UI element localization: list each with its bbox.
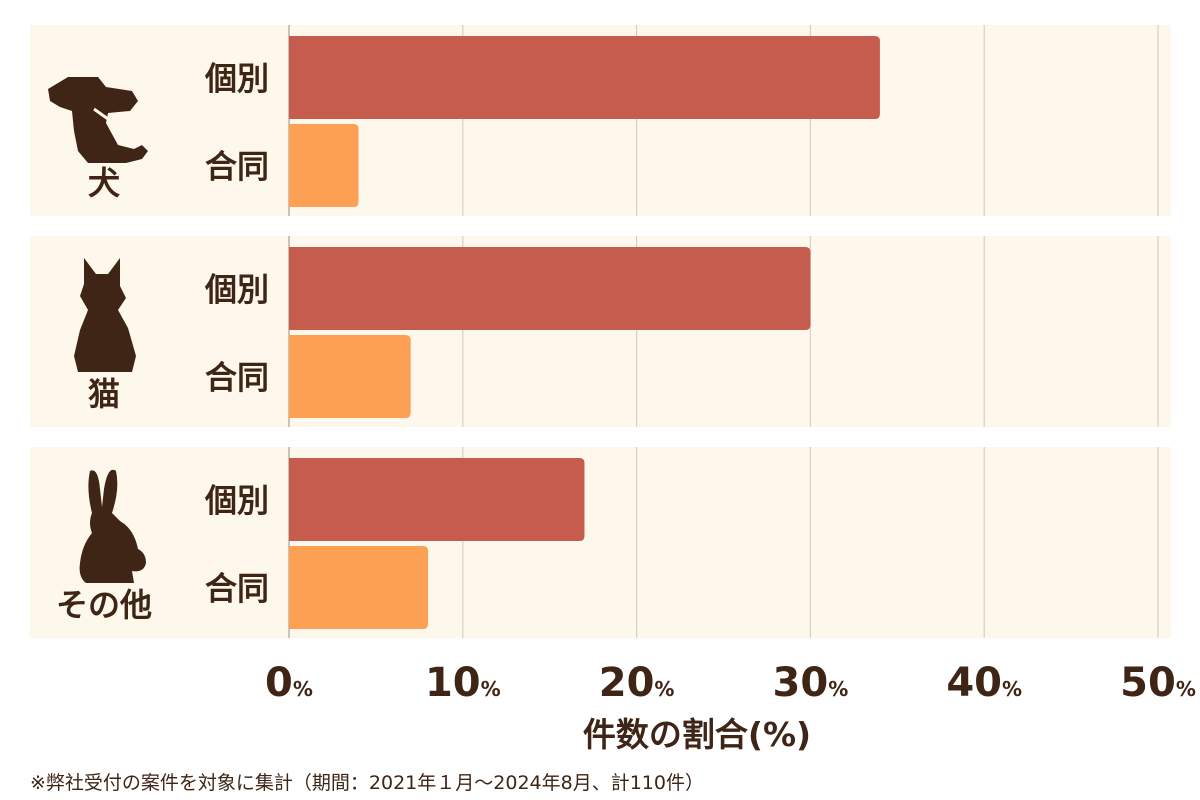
category-label: 合同 <box>205 570 269 608</box>
tick-label: 20% <box>599 660 675 706</box>
rabbit-icon <box>79 469 146 583</box>
category-label: 合同 <box>205 148 269 186</box>
bar-2-0 <box>289 458 585 541</box>
tick-label: 30% <box>773 660 849 706</box>
bar-1-0 <box>289 247 811 330</box>
category-label: 個別 <box>204 482 269 520</box>
tick-label: 50% <box>1120 660 1196 706</box>
group-panel-2 <box>30 447 1171 638</box>
group-label: 猫 <box>88 375 120 413</box>
category-label: 合同 <box>205 359 269 397</box>
group-label: その他 <box>56 586 152 624</box>
cat-icon <box>74 258 136 372</box>
bar-1-1 <box>289 335 411 418</box>
category-label: 個別 <box>204 60 269 98</box>
footnote: ※弊社受付の案件を対象に集計（期間：2021年１月〜2024年8月、計110件） <box>30 772 704 794</box>
tick-label: 0% <box>265 660 313 706</box>
bar-2-1 <box>289 546 429 629</box>
group-label: 犬 <box>88 164 120 202</box>
bar-0-0 <box>289 36 880 119</box>
bar-0-1 <box>289 124 359 207</box>
x-axis-label: 件数の割合(%) <box>583 715 811 754</box>
tick-label: 40% <box>946 660 1022 706</box>
category-label: 個別 <box>204 271 269 309</box>
dog-icon <box>48 77 148 163</box>
tick-label: 10% <box>425 660 501 706</box>
